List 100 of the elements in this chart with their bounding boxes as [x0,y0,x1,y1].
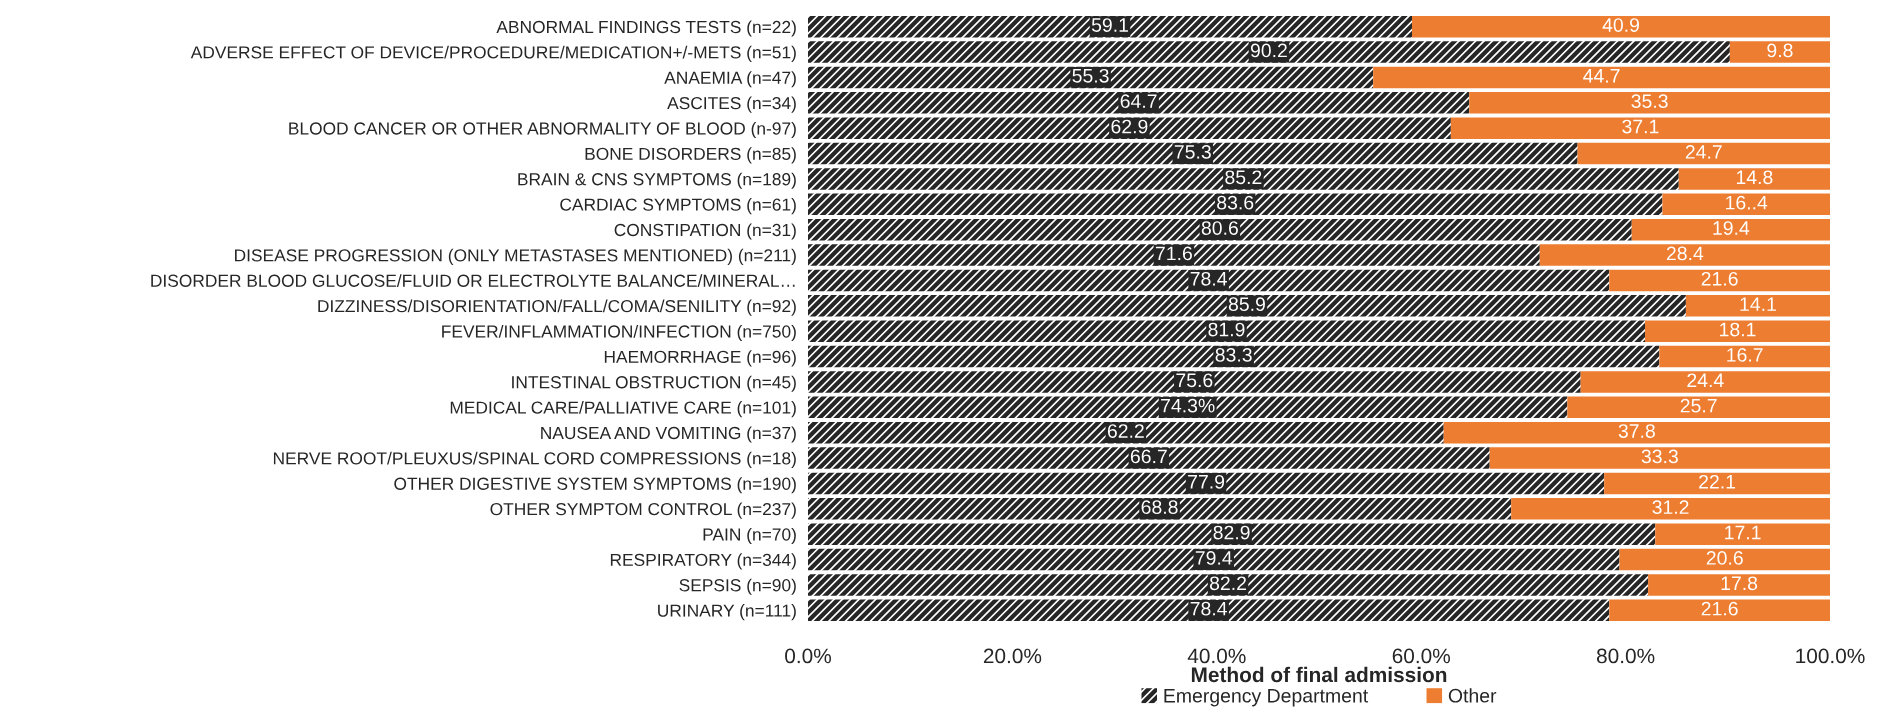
data-label: 37.1 [1622,119,1659,134]
data-label: 68.8 [1141,500,1178,515]
data-label: 74.3% [1161,398,1215,413]
bar [808,92,1470,114]
bar [808,117,1451,139]
bar [808,41,1730,63]
bar [1655,523,1830,545]
data-label: 35.3 [1631,94,1668,109]
data-label: 14.8 [1736,170,1773,185]
bar [808,498,1512,520]
bar [808,472,1605,495]
data-label: 25.7 [1680,398,1717,413]
bar [1619,548,1830,571]
bar [1729,41,1830,63]
data-label: 82.9 [1213,525,1250,540]
bar [1631,218,1830,241]
y-tick-label: SEPSIS (n=90) [679,578,796,595]
bar [808,345,1660,368]
legend-label: Other [1448,688,1497,703]
y-tick-label: NERVE ROOT/PLEUXUS/SPINAL CORD COMPRESSIONS (n=18) [273,451,796,468]
data-label: 80.6 [1201,221,1238,235]
y-tick-label: DISEASE PROGRESSION (ONLY METASTASES MENTIONED) (n=211) [235,248,796,265]
data-label: 62.2 [1107,424,1144,438]
data-label: 79.4 [1195,551,1233,565]
data-label: 16..4 [1726,195,1768,210]
bar [808,599,1610,622]
bar [1685,295,1830,317]
data-label: 75.3 [1174,145,1211,159]
bar [808,371,1581,393]
bar [808,548,1620,571]
bar [808,421,1444,444]
data-label: 55.3 [1072,68,1109,83]
data-label: 83.6 [1217,195,1254,210]
data-label: 33.3 [1641,449,1678,464]
y-tick-label: MEDICAL CARE/PALLIATIVE CARE (n=101) [450,401,796,418]
x-tick-label: 20.0% [983,648,1042,664]
bar [808,142,1578,165]
y-tick-label: CONSTIPATION (n=31) [614,223,796,240]
y-tick-label: DIZZINESS/DISORIENTATION/FALL/COMA/SENILITY (n=92) [318,299,796,316]
data-label: 81.9 [1208,322,1245,337]
bar [1577,142,1830,165]
bar [1443,421,1830,444]
bar [808,15,1412,38]
legend-label: Emergency Department [1164,689,1369,707]
bar [1469,92,1830,114]
y-tick-label: HAEMORRHAGE (n=96) [604,350,796,367]
y-tick-label: ANAEMIA (n=47) [664,71,796,88]
data-label: 19.4 [1713,221,1750,235]
y-tick-label: BRAIN & CNS SYMPTOMS (n=189) [518,172,796,189]
y-tick-label: PAIN (n=70) [703,527,796,545]
data-label: 83.3 [1215,348,1252,362]
x-tick-label: 100.0% [1796,648,1865,664]
y-tick-label: FEVER/INFLAMMATION/INFECTION (n=750) [442,324,796,342]
data-label: 77.9 [1188,474,1225,489]
data-label: 82.2 [1209,576,1246,591]
y-tick-label: OTHER SYMPTOM CONTROL (n=237) [490,502,796,519]
bar [808,218,1632,241]
data-label: 90.2 [1250,43,1287,58]
bar [1373,66,1830,89]
bar [1567,396,1830,419]
y-tick-label: OTHER DIGESTIVE SYSTEM SYMPTOMS (n=190) [394,477,796,494]
bar [1539,244,1830,266]
bar [808,396,1568,419]
data-label: 40.9 [1602,18,1639,32]
bar [1511,498,1830,520]
data-label: 78.4 [1190,271,1227,286]
bar [1648,574,1830,596]
data-label: 22.1 [1699,474,1736,489]
data-label: 64.7 [1120,94,1157,109]
bar [808,295,1686,317]
bar [1450,117,1830,139]
bar [1662,193,1830,216]
data-label: 28.4 [1666,246,1704,261]
data-label: 14.1 [1740,297,1776,311]
data-label: 85.2 [1225,170,1262,185]
bar [808,244,1540,266]
data-label: 37.8 [1618,424,1655,438]
bar [1609,269,1830,292]
y-tick-label: DISORDER BLOOD GLUCOSE/FLUID OR ELECTROLYTE BALANCE/MINERAL… [151,274,795,287]
bar [808,447,1490,469]
bar [1609,599,1830,622]
data-label: 21.6 [1701,601,1738,616]
bar [808,193,1663,216]
bar [808,574,1649,596]
data-label: 31.2 [1652,500,1689,515]
x-tick-label: 40.0% [1187,648,1246,664]
bar [808,168,1679,190]
data-label: 59.1 [1091,18,1128,32]
legend-title: Method of final admission [1191,666,1447,683]
y-tick-label: CARDIAC SYMPTOMS (n=61) [560,198,796,215]
y-tick-label: NAUSEA AND VOMITING (n=37) [541,426,796,443]
x-tick-label: 80.0% [1596,648,1655,664]
data-label: 21.6 [1701,271,1738,286]
bar [1645,320,1830,342]
y-tick-label: BLOOD CANCER OR OTHER ABNORMALITY OF BLOOD (n-97) [289,121,796,139]
data-label: 20.6 [1706,551,1743,565]
bar [808,269,1610,292]
data-label: 71.6 [1155,246,1192,261]
data-label: 66.7 [1130,449,1167,464]
data-label: 16.7 [1727,348,1763,362]
